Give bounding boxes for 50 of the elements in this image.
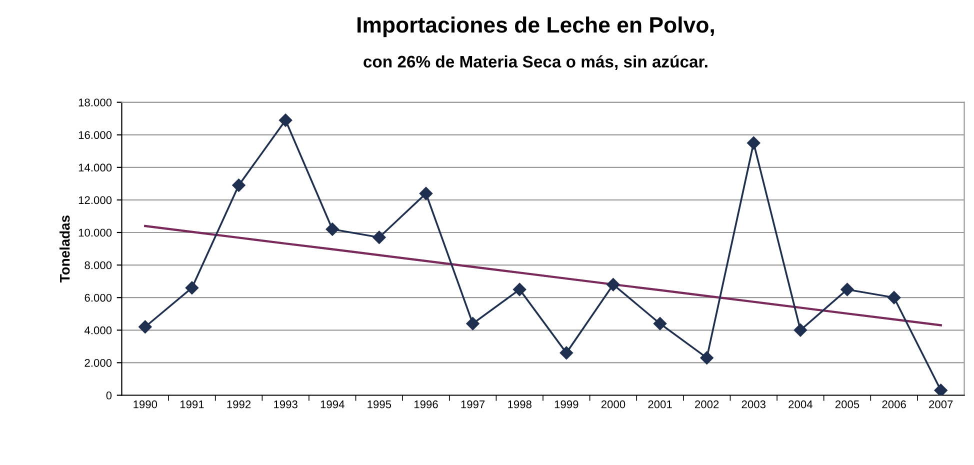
point [794,324,808,337]
y-axis-title: Toneladas [60,216,70,282]
line-series [144,224,942,326]
x-tick-label: 2006 [882,400,906,408]
x-tick-label: 2002 [695,400,719,408]
point [513,282,526,296]
x-tick-label: 2007 [929,400,953,408]
x-tick-label: 2005 [835,400,860,408]
y-tick-label: 4.000 [84,326,112,334]
x-tick-label: 1991 [180,400,204,408]
x-tick-label: 1999 [554,400,578,408]
x-tick-label: 2000 [601,400,626,408]
x-tick-label: 1995 [368,400,392,408]
point [185,281,199,294]
x-tick-label: 1993 [274,400,298,408]
y-tick-label: 12.000 [78,196,112,204]
point [466,317,480,330]
y-tick-label: 16.000 [78,131,112,139]
y-tick-label: 14.000 [78,164,112,172]
point [606,278,620,292]
y-tick-label: 18.000 [78,98,112,106]
y-tick-label: 8.000 [84,261,112,270]
x-tick-label: 1996 [414,400,438,408]
point [840,282,854,296]
point [278,114,292,127]
point [419,186,433,200]
point [653,317,667,330]
point [934,384,948,396]
point [887,291,901,304]
point [372,230,386,244]
chart-subtitle: con 26% de Materia Seca o más, sin azúcar. [364,55,708,70]
point [700,351,714,364]
point [138,320,152,334]
x-tick-label: 2003 [742,400,766,408]
x-tick-label: 1997 [461,400,485,408]
y-tick-label: 6.000 [84,294,112,302]
x-tick-label: 1994 [320,400,344,408]
point [560,346,573,360]
x-tick-label: 1998 [508,400,532,408]
y-tick-label: 0 [106,392,112,400]
y-tick-label: 10.000 [78,228,112,237]
x-tick-label: 1990 [134,400,158,408]
point [232,178,246,192]
point [747,136,760,150]
point [326,222,339,236]
x-tick-label: 2004 [788,400,812,408]
x-tick-label: 2001 [648,400,672,408]
y-tick-label: 2.000 [84,358,112,367]
x-tick-label: 1992 [227,400,251,408]
chart-title: Importaciones de Leche en Polvo, [358,16,714,38]
